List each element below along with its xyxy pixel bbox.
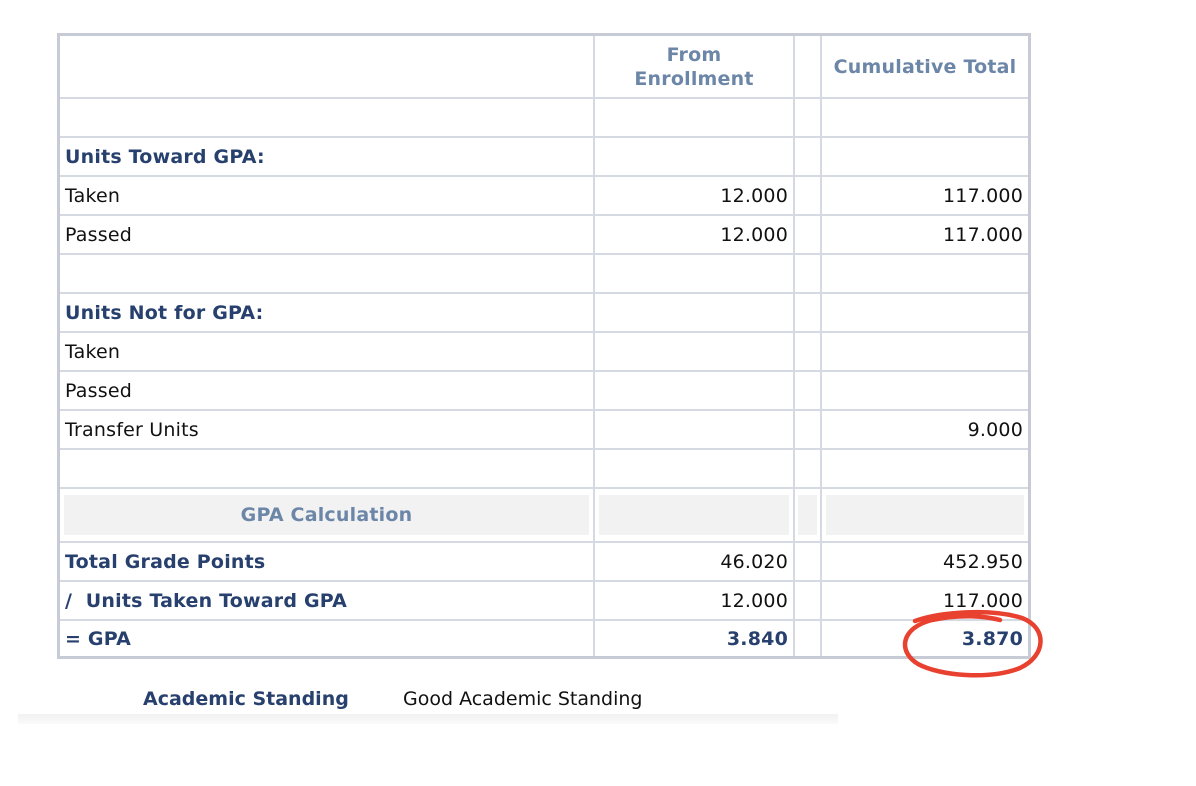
header-from-enrollment: From Enrollment: [595, 36, 795, 97]
academic-standing-value: Good Academic Standing: [403, 688, 643, 710]
header-gap-cell: [795, 36, 822, 97]
table-row: / Units Taken Toward GPA 12.000 117.000: [60, 582, 1028, 621]
row-label: = GPA: [60, 621, 595, 656]
gpa-calculation-title: GPA Calculation: [240, 504, 413, 526]
header-label-cell: [60, 36, 595, 97]
header-cumulative-total: Cumulative Total: [833, 55, 1017, 78]
academic-standing: Academic Standing Good Academic Standing: [143, 688, 643, 710]
cumulative-value: 452.950: [943, 550, 1023, 573]
gpa-row: = GPA 3.840 3.870: [60, 621, 1028, 656]
row-label: Taken: [60, 333, 595, 370]
section-heading: Units Not for GPA:: [60, 294, 595, 331]
header-row: From Enrollment Cumulative Total: [60, 36, 1028, 99]
gpa-calculation-shade: GPA Calculation: [64, 495, 589, 535]
from-enrollment-value: [595, 372, 795, 409]
cumulative-value: 117.000: [943, 223, 1023, 246]
table-row: Transfer Units 9.000: [60, 411, 1028, 450]
cumulative-gpa-value: 3.870: [961, 627, 1023, 650]
from-enrollment-value: [595, 411, 795, 448]
from-enrollment-value: 46.020: [595, 543, 795, 580]
from-enrollment-value: 12.000: [595, 582, 795, 619]
table-row: Taken 12.000 117.000: [60, 177, 1028, 216]
section-heading: Units Toward GPA:: [60, 138, 595, 175]
table-row: Total Grade Points 46.020 452.950: [60, 543, 1028, 582]
table-row: [60, 255, 1028, 294]
from-enrollment-value: [595, 333, 795, 370]
section-row-units-not-for-gpa: Units Not for GPA:: [60, 294, 1028, 333]
gpa-calculation-header-row: GPA Calculation: [60, 489, 1028, 543]
table-row: Passed 12.000 117.000: [60, 216, 1028, 255]
table-row: Taken: [60, 333, 1028, 372]
row-label: Taken: [60, 177, 595, 214]
cumulative-value: 9.000: [967, 418, 1023, 441]
table-row: [60, 99, 1028, 138]
gpa-summary-table: From Enrollment Cumulative Total Units T…: [57, 33, 1031, 659]
cumulative-value: [822, 372, 1028, 409]
section-row-units-toward-gpa: Units Toward GPA:: [60, 138, 1028, 177]
row-label: Passed: [60, 372, 595, 409]
table-row: Passed: [60, 372, 1028, 411]
from-enrollment-value: 12.000: [595, 216, 795, 253]
from-enrollment-value: 12.000: [595, 177, 795, 214]
row-label: Passed: [60, 216, 595, 253]
row-label: / Units Taken Toward GPA: [60, 582, 595, 619]
table-row: [60, 450, 1028, 489]
row-label: Total Grade Points: [60, 543, 595, 580]
cumulative-value: [822, 333, 1028, 370]
row-label: Transfer Units: [60, 411, 595, 448]
academic-standing-label: Academic Standing: [143, 688, 349, 710]
cumulative-value: 117.000: [943, 589, 1023, 612]
bottom-shadow: [18, 714, 838, 724]
term-gpa-value: 3.840: [595, 621, 795, 656]
cumulative-value: 117.000: [943, 184, 1023, 207]
